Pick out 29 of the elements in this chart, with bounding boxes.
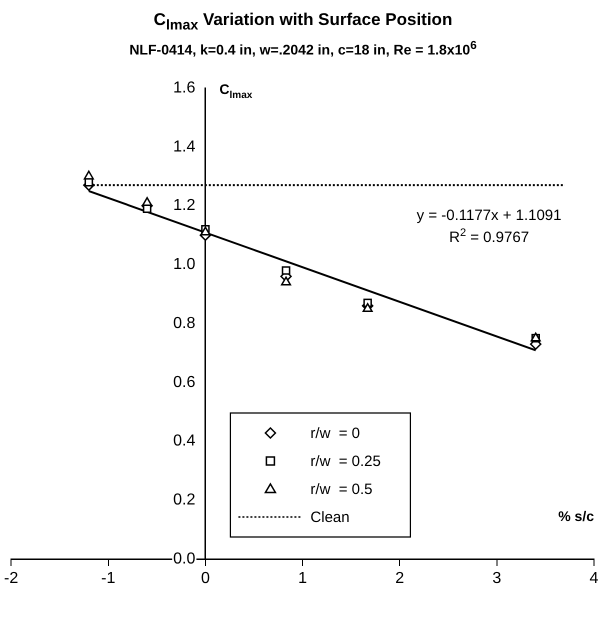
legend-label: r/w = 0 [310, 425, 360, 442]
point [282, 266, 290, 275]
y-tick-label: 0.6 [173, 374, 196, 391]
x-tick-label: -2 [4, 570, 18, 588]
chart-title: C$_{lmax}$ Variation with Surface Position [152, 10, 454, 34]
y-tick-label: 0.0 [173, 550, 196, 568]
y-tick-label: 0.8 [173, 314, 196, 332]
y-tick-label: 0.4 [173, 432, 196, 450]
y-tick-label: 1.4 [173, 138, 196, 156]
y-tick-label: 1.2 [173, 197, 196, 214]
x-tick-label: 1 [298, 570, 308, 588]
annotation: y = -0.1177x + 1.1091 [416, 206, 562, 224]
x-axis-title: % s/c [558, 508, 594, 524]
legend-label: Clean [310, 509, 350, 526]
x-tick-label: -1 [101, 570, 116, 588]
y-tick-label: 1.0 [173, 256, 196, 274]
y-tick-label: 0.2 [173, 492, 196, 509]
x-tick-label: 4 [590, 570, 599, 588]
x-tick-label: 0 [200, 570, 210, 588]
legend-label: r/w = 0.5 [310, 481, 373, 498]
point [142, 197, 152, 206]
point [362, 303, 373, 312]
chart-subtitle: NLF-0414, k=0.4 in, w=.2042 in, c=18 in, Re = 1.8x10$^{6}$ [128, 39, 478, 58]
point [280, 276, 292, 286]
y-tick-label: 1.6 [173, 79, 196, 96]
legend-label: r/w = 0.25 [310, 453, 381, 470]
x-tick-label: 3 [492, 570, 502, 588]
point [84, 170, 94, 180]
x-tick-label: 2 [395, 570, 404, 588]
